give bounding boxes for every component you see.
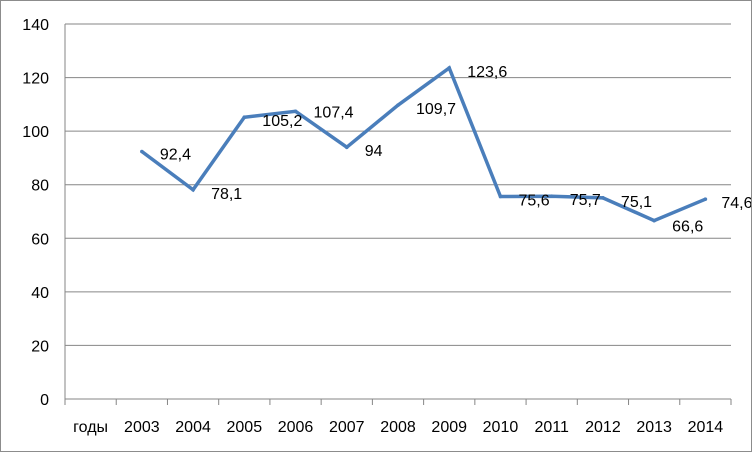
x-tick-label: 2012 xyxy=(585,419,621,436)
y-tick-label: 60 xyxy=(31,231,49,248)
data-label: 66,6 xyxy=(672,219,703,236)
data-point xyxy=(652,218,656,223)
x-tick-label: 2011 xyxy=(534,419,569,436)
x-tick-label: 2004 xyxy=(175,419,211,436)
x-tick-label: 2005 xyxy=(227,419,263,436)
series-layer xyxy=(140,65,708,223)
x-tick-label: 2009 xyxy=(431,419,467,436)
data-label: 75,6 xyxy=(518,193,549,210)
data-point xyxy=(293,109,298,114)
data-label: 75,7 xyxy=(570,192,601,209)
data-label: 109,7 xyxy=(416,101,456,118)
x-tick-label: 2014 xyxy=(688,419,724,436)
y-tick-label: 120 xyxy=(22,71,49,88)
y-tick-label: 80 xyxy=(31,178,49,195)
data-point xyxy=(703,197,708,201)
y-tick-label: 100 xyxy=(22,124,49,141)
x-tick-label: 2008 xyxy=(380,419,416,436)
data-label: 78,1 xyxy=(211,186,242,203)
x-tick-label: 2013 xyxy=(636,419,672,436)
y-tick-label: 20 xyxy=(31,338,49,355)
x-tick-label: 2006 xyxy=(278,419,314,436)
grid-layer xyxy=(65,23,731,346)
x-tick-label: 2010 xyxy=(483,419,519,436)
data-point xyxy=(140,149,144,154)
data-point xyxy=(498,194,503,199)
data-label: 74,6 xyxy=(721,195,751,212)
data-label: 107,4 xyxy=(314,104,354,121)
axis-layer: 0 20 40 60 80 100 120 140 годы 2003 2004 2005 2006 20… xyxy=(22,17,732,436)
data-point xyxy=(396,103,400,107)
data-label: 75,1 xyxy=(621,194,652,211)
data-point xyxy=(242,115,247,120)
series-line xyxy=(140,65,707,223)
data-point xyxy=(549,194,554,199)
data-point xyxy=(447,66,452,70)
label-layer: 92,4 78,1 105,2 107,4 94 109,7 123,6 75,6 75,7 75… xyxy=(160,64,751,236)
y-tick-label: 140 xyxy=(22,17,49,34)
data-point xyxy=(191,188,195,192)
data-label: 105,2 xyxy=(262,113,302,130)
data-label: 92,4 xyxy=(160,147,191,164)
y-tick-label: 0 xyxy=(40,392,49,409)
x-tick-label: 2007 xyxy=(329,419,365,436)
data-point xyxy=(601,196,605,200)
x-tick-label: 2003 xyxy=(124,419,160,436)
data-label: 123,6 xyxy=(467,64,507,81)
y-tick-label: 40 xyxy=(31,285,49,302)
x-tick-label: годы xyxy=(73,419,108,436)
data-label: 94 xyxy=(365,143,383,160)
data-point xyxy=(344,145,349,150)
